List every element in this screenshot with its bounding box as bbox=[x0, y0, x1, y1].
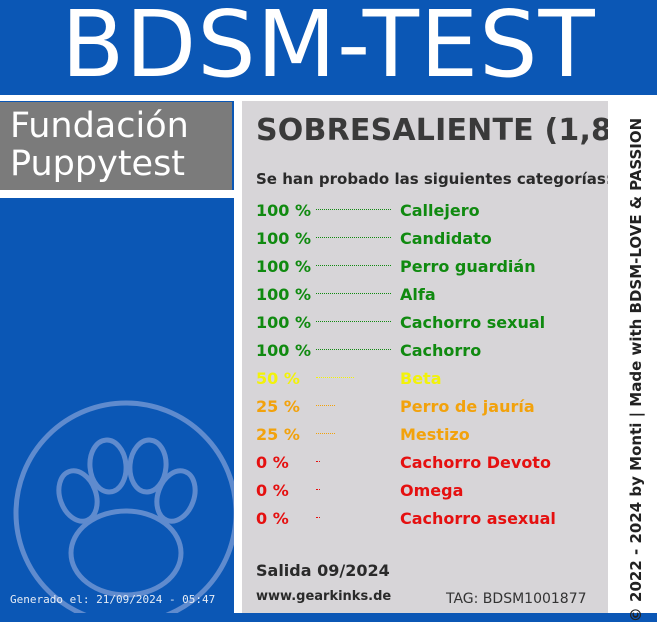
category-name: Perro guardián bbox=[400, 257, 536, 276]
result-tag: TAG: BDSM1001877 bbox=[446, 591, 587, 607]
category-row: 50 % Beta bbox=[256, 367, 606, 391]
result-title: SOBRESALIENTE (1,8) bbox=[256, 113, 627, 148]
category-row: 100 % Callejero bbox=[256, 199, 606, 223]
category-name: Cachorro Devoto bbox=[400, 453, 551, 472]
page-title: BDSM-TEST bbox=[61, 0, 596, 98]
category-dotted-bar bbox=[316, 349, 391, 350]
issue-date: Salida 09/2024 bbox=[256, 561, 390, 580]
header-divider bbox=[0, 95, 657, 101]
category-dotted-bar bbox=[316, 293, 391, 294]
category-row: 0 % Omega bbox=[256, 479, 606, 503]
category-name: Perro de jauría bbox=[400, 397, 535, 416]
category-row: 100 % Cachorro sexual bbox=[256, 311, 606, 335]
category-percent: 25 % bbox=[256, 425, 300, 444]
category-percent: 100 % bbox=[256, 341, 311, 360]
category-name: Candidato bbox=[400, 229, 492, 248]
organization-name-line1: Fundación bbox=[10, 106, 189, 146]
category-dotted-bar bbox=[316, 237, 391, 238]
category-name: Callejero bbox=[400, 201, 480, 220]
category-dotted-bar bbox=[316, 461, 320, 462]
generated-timestamp: Generado el: 21/09/2024 - 05:47 bbox=[10, 593, 216, 606]
category-row: 100 % Perro guardián bbox=[256, 255, 606, 279]
category-name: Omega bbox=[400, 481, 464, 500]
left-separator bbox=[234, 101, 242, 613]
category-name: Beta bbox=[400, 369, 442, 388]
copyright-column bbox=[614, 101, 657, 613]
website-link[interactable]: www.gearkinks.de bbox=[256, 589, 392, 604]
category-percent: 0 % bbox=[256, 481, 289, 500]
category-row: 100 % Candidato bbox=[256, 227, 606, 251]
category-row: 100 % Cachorro bbox=[256, 339, 606, 363]
category-dotted-bar bbox=[316, 433, 335, 434]
category-percent: 0 % bbox=[256, 509, 289, 528]
category-percent: 0 % bbox=[256, 453, 289, 472]
category-percent: 100 % bbox=[256, 257, 311, 276]
right-separator bbox=[608, 101, 614, 613]
category-percent: 100 % bbox=[256, 229, 311, 248]
category-dotted-bar bbox=[316, 405, 335, 406]
category-name: Mestizo bbox=[400, 425, 470, 444]
category-row: 25 % Perro de jauría bbox=[256, 395, 606, 419]
category-percent: 100 % bbox=[256, 313, 311, 332]
results-panel bbox=[242, 101, 608, 613]
category-name: Cachorro asexual bbox=[400, 509, 556, 528]
category-percent: 25 % bbox=[256, 397, 300, 416]
category-percent: 100 % bbox=[256, 201, 311, 220]
header-banner: BDSM-TEST bbox=[0, 0, 657, 98]
category-dotted-bar bbox=[316, 489, 320, 490]
copyright-text: © 2022 - 2024 by Monti | Made with BDSM-… bbox=[627, 117, 645, 622]
organization-divider bbox=[0, 190, 234, 198]
organization-box: Fundación Puppytest bbox=[0, 102, 232, 190]
category-dotted-bar bbox=[316, 265, 391, 266]
category-dotted-bar bbox=[316, 321, 391, 322]
category-row: 25 % Mestizo bbox=[256, 423, 606, 447]
category-dotted-bar bbox=[316, 517, 320, 518]
category-dotted-bar bbox=[316, 377, 354, 378]
category-percent: 100 % bbox=[256, 285, 311, 304]
categories-intro: Se han probado las siguientes categorías… bbox=[256, 170, 612, 188]
category-dotted-bar bbox=[316, 209, 391, 210]
category-name: Alfa bbox=[400, 285, 436, 304]
category-row: 100 % Alfa bbox=[256, 283, 606, 307]
paw-print-icon bbox=[13, 400, 234, 613]
category-row: 0 % Cachorro asexual bbox=[256, 507, 606, 531]
category-name: Cachorro bbox=[400, 341, 482, 360]
category-name: Cachorro sexual bbox=[400, 313, 546, 332]
category-row: 0 % Cachorro Devoto bbox=[256, 451, 606, 475]
organization-name-line2: Puppytest bbox=[10, 144, 186, 184]
category-percent: 50 % bbox=[256, 369, 300, 388]
